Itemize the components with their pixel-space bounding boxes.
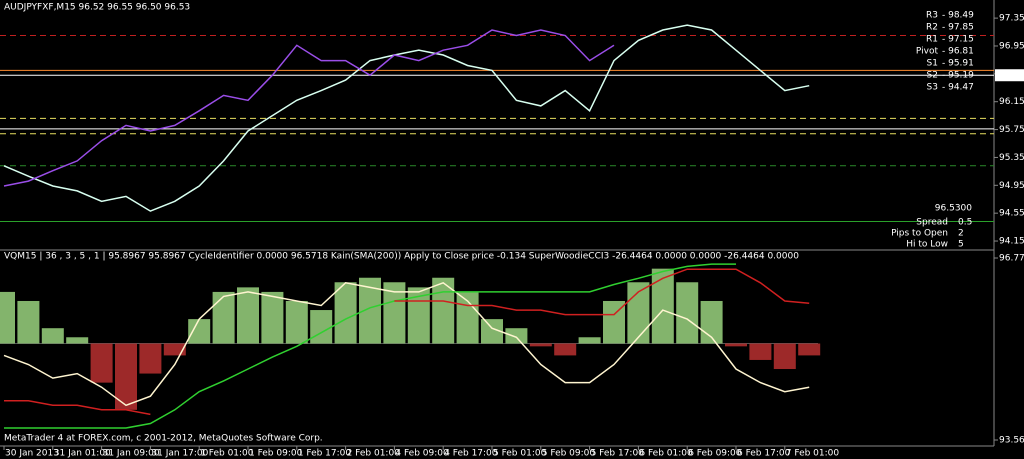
bar	[334, 282, 357, 344]
pivot-label: S2	[927, 71, 938, 81]
series-line	[3, 281, 810, 407]
x-tick-label: 30 Jan 2013	[5, 449, 59, 459]
series-line	[3, 24, 810, 212]
footer: MetaTrader 4 at FOREX.com, c 2001-2012, …	[4, 434, 323, 444]
pivot-label: S3	[927, 83, 938, 93]
bar	[66, 337, 89, 344]
pivot-value: - 95.91	[942, 59, 974, 69]
x-tick-label: 6 Feb 17:00	[737, 449, 791, 459]
pivot-label: Pivot	[916, 47, 939, 57]
bar	[505, 328, 528, 344]
price-tag-label: 96.53	[998, 71, 1024, 81]
bar	[798, 343, 821, 356]
bar	[41, 328, 64, 344]
bar	[554, 343, 577, 356]
y-tick-label: 94.55	[999, 209, 1024, 219]
bar	[163, 343, 186, 356]
x-tick-label: 4 Feb 17:00	[444, 449, 498, 459]
bar	[383, 282, 406, 344]
pivot-value: - 98.49	[942, 11, 974, 21]
y-tick-label: 94.95	[999, 181, 1024, 191]
bar	[188, 319, 211, 344]
y-tick-label: 94.15	[999, 237, 1024, 247]
pivot-value: - 97.85	[942, 23, 974, 33]
info-value: 2	[958, 229, 964, 239]
pivot-value: - 97.15	[942, 35, 974, 45]
x-tick-label: 5 Feb 01:00	[493, 449, 547, 459]
info-label: Pips to Open	[891, 229, 948, 239]
x-tick-label: 2 Feb 01:00	[347, 449, 401, 459]
pivot-label: R3	[926, 11, 938, 21]
x-tick-label: 6 Feb 09:00	[688, 449, 742, 459]
x-tick-label: 5 Feb 09:00	[542, 449, 596, 459]
bar	[651, 268, 674, 344]
bar	[773, 343, 796, 370]
y-tick-label: 95.75	[999, 125, 1024, 135]
info-value: 0.5	[958, 218, 972, 228]
bar	[115, 343, 137, 410]
x-tick-label: 5 Feb 17:00	[591, 449, 645, 459]
series-line	[4, 268, 810, 416]
chart-title: AUDJPYFXF,M15 96.52 96.55 96.50 96.53	[4, 3, 190, 13]
bar	[529, 343, 552, 347]
x-tick-label: 31 Jan 09:00	[103, 449, 160, 459]
bar	[310, 310, 333, 344]
bar	[17, 300, 40, 344]
pivot-label: R1	[926, 35, 938, 45]
bar	[725, 343, 747, 347]
bar	[285, 300, 308, 344]
y-tick-label: 96.95	[999, 41, 1024, 51]
bar	[749, 343, 772, 360]
bar	[212, 291, 235, 344]
x-tick-label: 1 Feb 09:00	[249, 449, 303, 459]
info-price: 96.5300	[935, 204, 972, 214]
info-label: Hi to Low	[906, 240, 948, 250]
y-tick-label: 97.35	[999, 14, 1024, 24]
bar	[90, 343, 113, 383]
bar	[139, 343, 162, 374]
bar	[261, 291, 284, 344]
bar	[481, 319, 503, 344]
x-tick-label: 1 Feb 01:00	[200, 449, 254, 459]
y-tick-label: 93.5682	[999, 436, 1024, 446]
info-label: Spread	[916, 218, 948, 228]
bar	[456, 291, 479, 344]
pivot-value: - 95.19	[942, 71, 974, 81]
y-tick-label: 96.15	[999, 97, 1024, 107]
series-line	[4, 263, 736, 429]
pivot-label: R2	[926, 23, 938, 33]
bar	[676, 282, 699, 344]
x-tick-label: 1 Feb 17:00	[298, 449, 352, 459]
pivot-value: - 94.47	[942, 83, 974, 93]
x-tick-label: 31 Jan 17:00	[151, 449, 208, 459]
bar	[578, 337, 601, 344]
price-tag	[995, 69, 1024, 82]
y-tick-label: 95.35	[999, 153, 1024, 163]
x-tick-label: 7 Feb 01:00	[786, 449, 840, 459]
series-line	[3, 29, 615, 187]
bar	[0, 291, 15, 344]
bar	[359, 277, 381, 344]
x-tick-label: 31 Jan 01:00	[54, 449, 111, 459]
pivot-value: - 96.81	[942, 47, 974, 57]
pivot-label: S1	[927, 59, 938, 69]
x-tick-label: 4 Feb 09:00	[395, 449, 449, 459]
bar	[603, 300, 625, 344]
info-value: 5	[958, 240, 964, 250]
indicator-title: VQM15 | 36 , 3 , 5 , 1 | 95.8967 95.8967…	[4, 252, 799, 262]
y-tick-label: 96.778	[999, 254, 1024, 264]
x-tick-label: 6 Feb 01:00	[639, 449, 693, 459]
bar	[237, 287, 259, 344]
bar	[432, 277, 455, 344]
